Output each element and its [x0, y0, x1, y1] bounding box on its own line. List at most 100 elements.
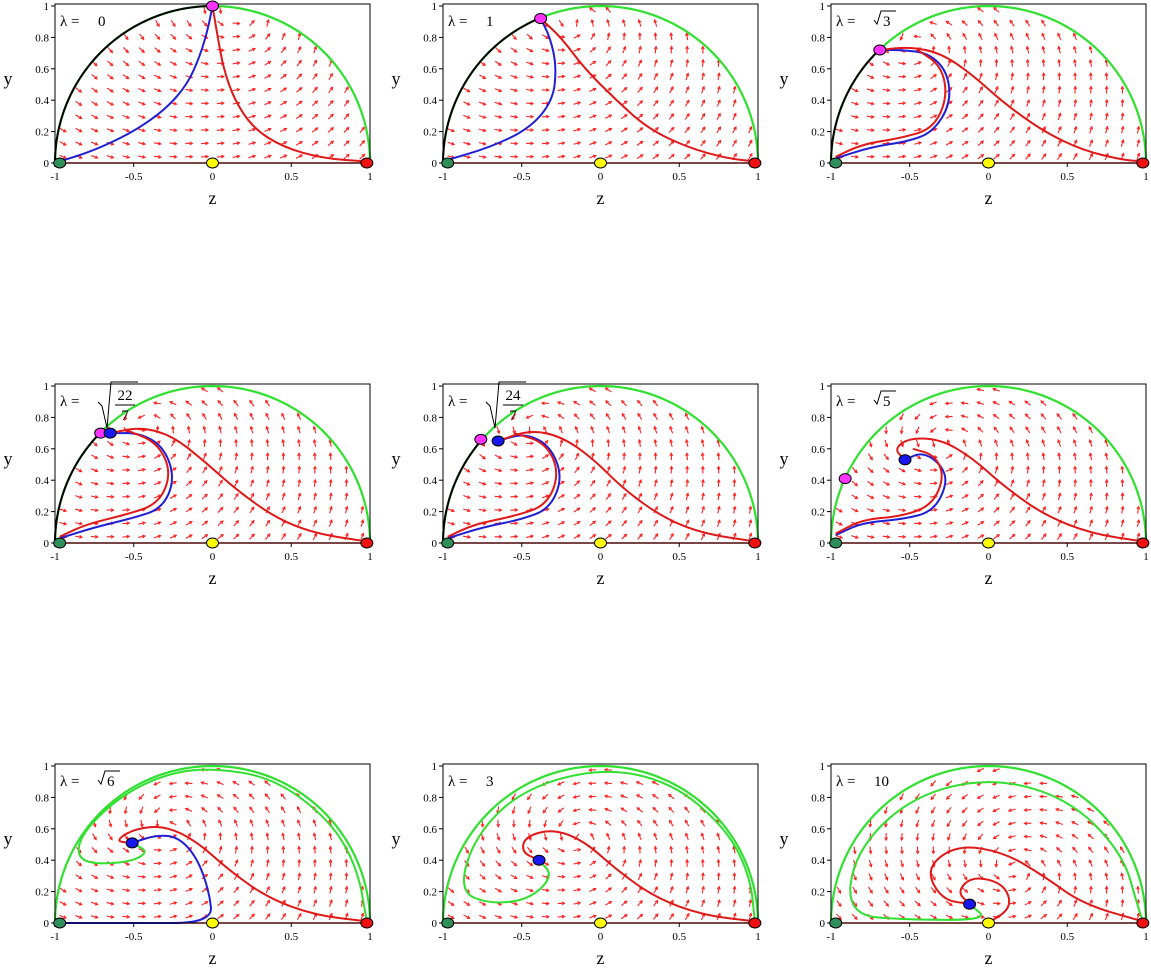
field-arrowhead: [235, 520, 240, 524]
field-arrow: [868, 886, 873, 894]
lambda-label: λ = 3: [448, 774, 494, 790]
critical-point-darkgreen: [441, 917, 455, 929]
field-arrow: [343, 140, 350, 147]
vector-field: [447, 6, 753, 160]
field-arrow: [669, 413, 674, 420]
field-arrowhead: [541, 414, 546, 419]
blue-trajectory: [447, 434, 561, 540]
field-arrow: [669, 86, 674, 94]
field-arrow: [717, 506, 721, 514]
field-arrow: [281, 886, 286, 894]
field-arrow: [992, 807, 1000, 812]
field-arrowhead: [622, 479, 627, 484]
field-arrow: [185, 400, 193, 406]
field-arrow: [201, 781, 209, 785]
field-arrowhead: [917, 114, 923, 119]
field-arrowhead: [498, 534, 503, 539]
field-arrowhead: [1120, 505, 1125, 510]
x-tick-label: 0: [986, 551, 992, 563]
field-arrow: [264, 87, 272, 93]
field-arrow: [1136, 126, 1140, 134]
field-arrow: [1024, 795, 1032, 798]
field-arrowhead: [623, 73, 628, 78]
field-arrow: [313, 439, 317, 447]
field-arrow: [107, 847, 114, 853]
field-arrowhead: [530, 128, 535, 132]
y-tick-label: 0: [44, 158, 50, 170]
field-arrowhead: [142, 481, 147, 485]
field-arrowhead: [577, 47, 582, 52]
field-arrow: [297, 493, 301, 501]
field-arrowhead: [173, 494, 178, 498]
field-arrowhead: [330, 113, 334, 118]
field-arrowhead: [717, 139, 722, 144]
field-arrowhead: [110, 102, 115, 106]
field-arrowhead: [514, 494, 519, 499]
field-arrowhead: [329, 899, 333, 904]
field-arrow: [232, 22, 240, 25]
field-arrowhead: [590, 438, 595, 443]
field-arrow: [607, 846, 610, 854]
field-arrowhead: [281, 845, 286, 850]
field-arrowhead: [329, 885, 333, 890]
field-arrow: [1010, 99, 1015, 107]
field-arrowhead: [184, 807, 189, 812]
field-arrow: [962, 833, 967, 841]
field-arrowhead: [639, 900, 643, 904]
field-arrow: [1009, 520, 1015, 527]
field-arrowhead: [965, 915, 970, 919]
field-arrow: [929, 101, 937, 106]
field-arrowhead: [717, 505, 721, 510]
x-tick-label: -1: [50, 551, 59, 563]
field-arrow: [1105, 493, 1108, 501]
field-arrow: [979, 59, 982, 67]
x-tick-label: 1: [755, 551, 761, 563]
field-arrowhead: [511, 796, 516, 801]
field-arrow: [234, 413, 239, 420]
field-arrowhead: [639, 86, 643, 91]
field-arrow: [235, 453, 238, 461]
field-arrow: [1025, 506, 1031, 514]
field-arrowhead: [1041, 426, 1045, 430]
field-arrow: [248, 61, 256, 66]
field-arrowhead: [125, 849, 130, 853]
field-arrowhead: [1057, 85, 1062, 90]
field-arrowhead: [1104, 72, 1109, 77]
field-arrowhead: [577, 87, 582, 92]
field-arrowhead: [187, 23, 192, 27]
field-arrow: [153, 915, 161, 918]
field-arrowhead: [110, 508, 115, 512]
field-arrowhead: [929, 21, 934, 25]
field-arrowhead: [606, 452, 611, 457]
field-arrow: [526, 522, 534, 525]
y-tick-label: 0: [820, 918, 826, 930]
field-arrowhead: [1011, 126, 1015, 131]
field-arrowhead: [361, 126, 366, 131]
field-arrowhead: [685, 85, 690, 90]
field-arrow: [652, 154, 659, 160]
field-arrowhead: [901, 468, 906, 473]
field-arrowhead: [252, 61, 257, 65]
field-arrow: [621, 900, 628, 907]
field-arrowhead: [933, 87, 938, 92]
field-arrow: [90, 481, 98, 485]
field-arrow: [622, 466, 626, 474]
field-arrow: [946, 33, 952, 40]
field-arrow: [899, 886, 905, 894]
field-arrow: [250, 426, 254, 434]
field-arrowhead: [126, 914, 131, 919]
field-arrow: [1024, 400, 1031, 406]
field-arrowhead: [328, 832, 333, 837]
field-arrowhead: [251, 899, 255, 904]
field-arrowhead: [1041, 45, 1046, 50]
lambda-value: 1: [486, 14, 494, 30]
boundary-black-arc: [442, 439, 483, 542]
field-arrowhead: [1088, 439, 1093, 444]
field-arrowhead: [345, 153, 350, 158]
field-arrowhead: [1120, 139, 1125, 144]
field-arrow: [1073, 99, 1077, 107]
field-arrow: [185, 507, 193, 513]
field-arrow: [915, 873, 920, 881]
field-arrow: [914, 75, 922, 79]
